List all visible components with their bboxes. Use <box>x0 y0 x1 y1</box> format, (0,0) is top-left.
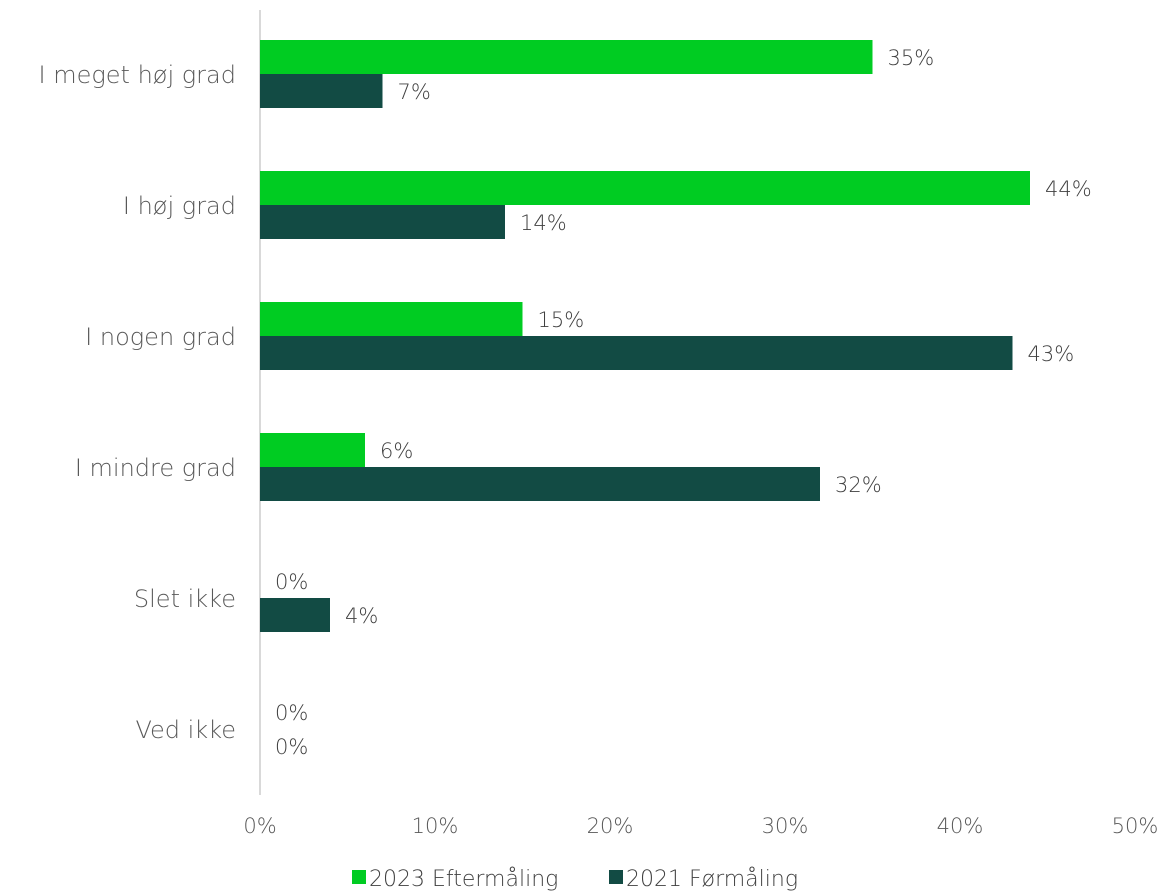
data-label-2023-eftermaling-i-meget-hoj-grad: 35% <box>888 46 935 70</box>
legend-swatch-2021-formaling <box>609 870 623 884</box>
data-label-2021-formaling-slet-ikke: 4% <box>345 604 378 628</box>
data-label-2023-eftermaling-slet-ikke: 0% <box>275 570 308 594</box>
data-label-2023-eftermaling-i-mindre-grad: 6% <box>380 439 413 463</box>
bar-2021-formaling-i-mindre-grad <box>260 467 820 501</box>
bar-2023-eftermaling-i-mindre-grad <box>260 433 365 467</box>
bar-2021-formaling-slet-ikke <box>260 598 330 632</box>
x-tick-label-3: 30% <box>762 814 809 838</box>
x-axis-ticks: 0% 10% 20% 30% 40% 50% <box>243 814 1158 838</box>
x-tick-label-1: 10% <box>412 814 459 838</box>
legend-label-2021-formaling: 2021 Førmåling <box>626 867 798 892</box>
category-label-slet-ikke: Slet ikke <box>134 585 236 613</box>
category-label-ved-ikke: Ved ikke <box>135 716 236 744</box>
bar-2021-formaling-i-hoj-grad <box>260 205 505 239</box>
bar-2021-formaling-i-nogen-grad <box>260 336 1013 370</box>
category-label-i-nogen-grad: I nogen grad <box>85 323 236 351</box>
x-tick-label-5: 50% <box>1112 814 1158 838</box>
legend-label-2023-eftermaling: 2023 Eftermåling <box>369 867 558 892</box>
data-label-2023-eftermaling-i-nogen-grad: 15% <box>538 308 585 332</box>
data-label-2021-formaling-i-mindre-grad: 32% <box>835 473 882 497</box>
legend: 2023 Eftermåling 2021 Førmåling <box>352 867 798 892</box>
legend-swatch-2023-eftermaling <box>352 870 366 884</box>
bar-2023-eftermaling-i-nogen-grad <box>260 302 523 336</box>
data-label-2021-formaling-ved-ikke: 0% <box>275 735 308 759</box>
category-label-i-mindre-grad: I mindre grad <box>75 454 236 482</box>
x-tick-label-0: 0% <box>243 814 276 838</box>
data-label-2023-eftermaling-i-hoj-grad: 44% <box>1045 177 1092 201</box>
data-labels: 35% 7% 44% 14% 15% 43% 6% 32% 0% 4% 0% 0% <box>275 46 1092 759</box>
x-tick-label-4: 40% <box>937 814 984 838</box>
data-label-2021-formaling-i-meget-hoj-grad: 7% <box>398 80 431 104</box>
x-tick-label-2: 20% <box>587 814 634 838</box>
data-label-2023-eftermaling-ved-ikke: 0% <box>275 701 308 725</box>
category-label-i-hoj-grad: I høj grad <box>123 192 236 220</box>
bar-2021-formaling-i-meget-hoj-grad <box>260 74 383 108</box>
data-label-2021-formaling-i-nogen-grad: 43% <box>1028 342 1075 366</box>
bar-2023-eftermaling-i-hoj-grad <box>260 171 1030 205</box>
bars-group <box>260 40 1030 632</box>
category-label-i-meget-hoj-grad: I meget høj grad <box>39 61 236 89</box>
category-labels: I meget høj grad I høj grad I nogen grad I … <box>39 61 236 744</box>
data-label-2021-formaling-i-hoj-grad: 14% <box>520 211 567 235</box>
bar-2023-eftermaling-i-meget-hoj-grad <box>260 40 873 74</box>
